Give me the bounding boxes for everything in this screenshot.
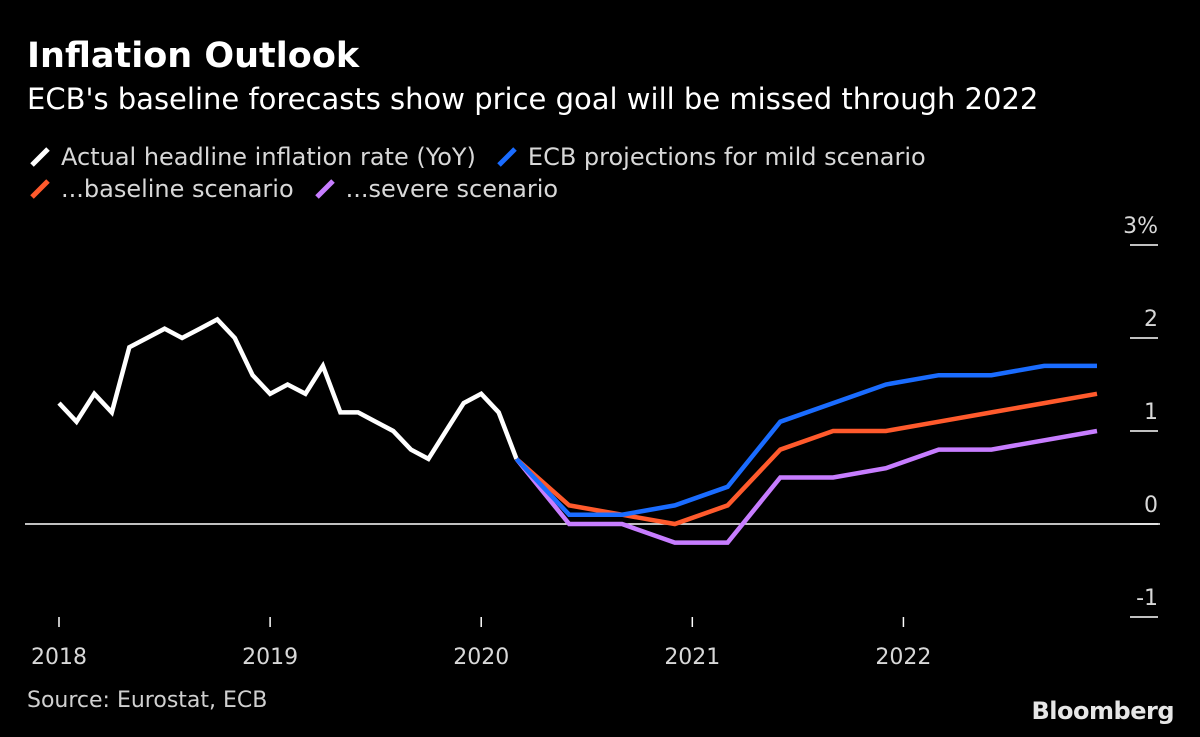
legend-swatch-line-severe: [314, 179, 335, 199]
legend-swatch-line-actual: [30, 147, 50, 167]
y-tick-label: 0: [1144, 493, 1158, 518]
legend-row-2: ...baseline scenario ...severe scenario: [27, 173, 1027, 205]
legend-item-actual: Actual headline inflation rate (YoY): [27, 143, 476, 171]
y-tick-label: 2: [1144, 307, 1158, 332]
legend-swatch-actual: [30, 147, 50, 167]
chart-title: Inflation Outlook: [27, 36, 360, 76]
source-note: Source: Eurostat, ECB: [27, 688, 268, 713]
series-line-actual: [57, 316, 519, 462]
series-line-severe: [514, 428, 1098, 545]
legend-item-severe: ...severe scenario: [312, 175, 558, 203]
legend-label-actual: Actual headline inflation rate (YoY): [61, 143, 476, 171]
x-tick-label: 2022: [875, 645, 931, 670]
y-tick-label: 3%: [1123, 214, 1158, 239]
legend-label-baseline: ...baseline scenario: [61, 175, 294, 203]
legend-item-mild: ECB projections for mild scenario: [494, 143, 926, 171]
legend-row-1: Actual headline inflation rate (YoY) ECB…: [27, 141, 1027, 173]
x-tick-label: 2018: [31, 645, 87, 670]
legend-swatch-line-mild: [497, 147, 517, 167]
legend-swatch-line-baseline: [30, 179, 50, 199]
legend-swatch-severe: [314, 179, 335, 199]
legend-label-mild: ECB projections for mild scenario: [527, 143, 926, 171]
legend-label-severe: ...severe scenario: [345, 175, 559, 203]
chart-subtitle: ECB's baseline forecasts show price goal…: [27, 82, 1039, 116]
y-tick-label: -1: [1136, 586, 1158, 611]
bloomberg-logo: Bloomberg: [1031, 697, 1175, 725]
y-tick-label: 1: [1144, 400, 1158, 425]
series-line-mild: [514, 363, 1097, 517]
x-tick-label: 2019: [242, 645, 298, 670]
x-tick-label: 2020: [453, 645, 509, 670]
legend-swatch-mild: [497, 147, 517, 167]
x-tick-label: 2021: [664, 645, 720, 670]
legend: Actual headline inflation rate (YoY) ECB…: [27, 141, 1027, 205]
legend-swatch-baseline: [30, 179, 50, 199]
legend-item-baseline: ...baseline scenario: [27, 175, 294, 203]
